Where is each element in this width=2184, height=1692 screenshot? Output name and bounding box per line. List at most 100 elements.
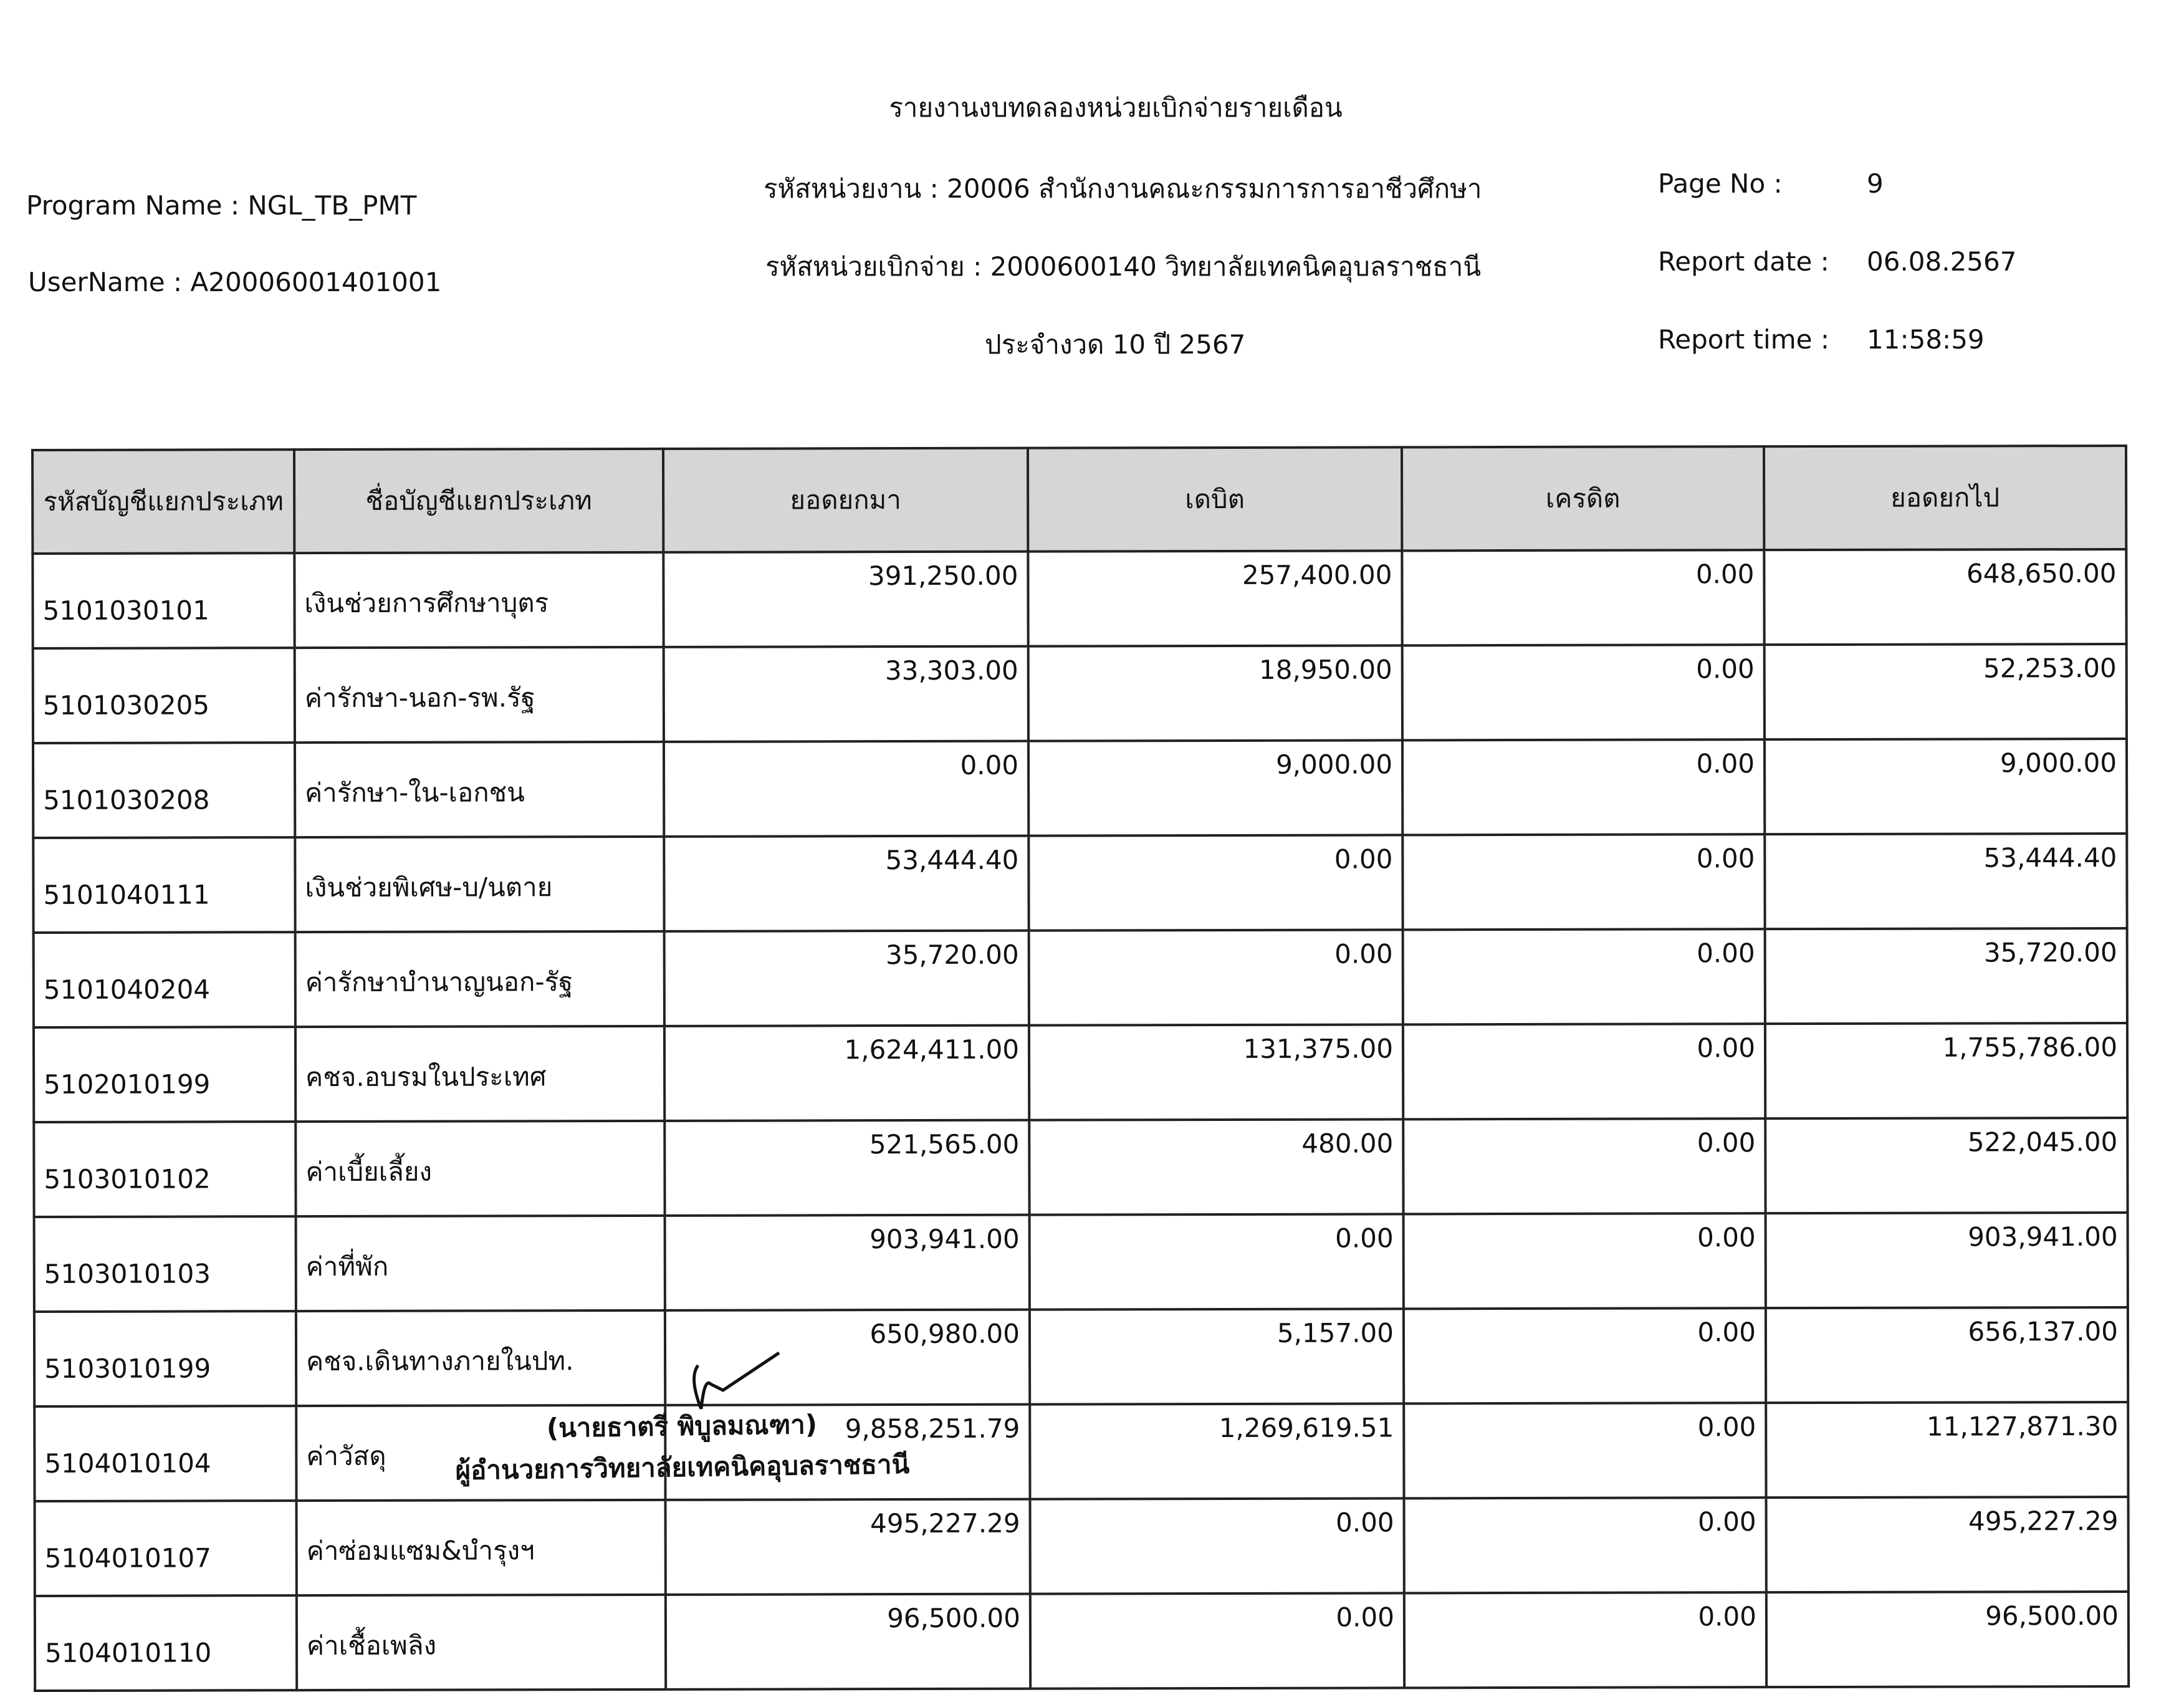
account-code-cell: 5103010103: [34, 1216, 296, 1312]
credit-cell: 0.00: [1403, 1118, 1766, 1214]
brought-forward-cell: 0.00: [663, 741, 1029, 837]
carried-forward-cell: 35,720.00: [1765, 928, 2127, 1024]
table-row: 5101030101 เงินช่วยการศึกษาบุตร 391,250.00…: [32, 549, 2127, 648]
brought-forward-cell: 53,444.40: [664, 835, 1029, 931]
account-code-cell: 5101030205: [32, 648, 295, 743]
brought-forward-cell: 1,624,411.00: [664, 1025, 1030, 1121]
signature-stamp: (นายธาตรี พิบูลมณฑา) ผู้อำนวยการวิทยาลัย…: [454, 1403, 910, 1491]
debit-cell: 0.00: [1028, 930, 1403, 1026]
debit-cell: 5,157.00: [1029, 1309, 1404, 1405]
account-name-cell: คชจ.เดินทางภายในปท.: [295, 1310, 666, 1406]
carried-forward-cell: 96,500.00: [1766, 1591, 2129, 1688]
credit-cell: 0.00: [1402, 645, 1765, 741]
table-row: 5104010107 ค่าซ่อมแซม&บำรุงฯ 495,227.29 0.0…: [34, 1496, 2129, 1596]
account-name-cell: คชจ.อบรมในประเทศ: [295, 1026, 665, 1122]
report-date: 06.08.2567: [1867, 246, 2017, 277]
report-time-label: Report time :: [1658, 324, 1829, 355]
carried-forward-cell: 53,444.40: [1765, 833, 2127, 930]
user-name: UserName : A20006001401001: [28, 267, 442, 297]
credit-cell: 0.00: [1404, 1403, 1766, 1499]
account-code-cell: 5101040111: [33, 837, 295, 933]
brought-forward-cell: 35,720.00: [664, 930, 1029, 1026]
header-account-name: ชื่อบัญชีแยกประเภท: [294, 448, 664, 554]
credit-cell: 0.00: [1403, 1213, 1766, 1309]
account-name-cell: ค่ารักษาบำนาญนอก-รัฐ: [295, 931, 664, 1027]
carried-forward-cell: 656,137.00: [1765, 1307, 2129, 1403]
account-name-cell: ค่ารักษา-นอก-รพ.รัฐ: [294, 647, 664, 743]
report-date-label: Report date :: [1658, 246, 1829, 277]
period: ประจำงวด 10 ปี 2567: [985, 329, 1246, 360]
carried-forward-cell: 648,650.00: [1764, 549, 2127, 645]
table-row: 5103010199 คชจ.เดินทางภายในปท. 650,980.00 5…: [34, 1307, 2129, 1406]
page-no-label: Page No :: [1658, 168, 1783, 199]
header-brought-forward: ยอดยกมา: [663, 448, 1028, 552]
carried-forward-cell: 11,127,871.30: [1766, 1401, 2129, 1498]
account-code-cell: 5101030208: [32, 743, 295, 838]
debit-cell: 0.00: [1028, 835, 1403, 931]
brought-forward-cell: 903,941.00: [664, 1214, 1030, 1310]
header-credit: เครดิต: [1401, 446, 1765, 551]
credit-cell: 0.00: [1402, 1024, 1766, 1120]
carried-forward-cell: 52,253.00: [1764, 643, 2127, 740]
credit-cell: 0.00: [1402, 929, 1765, 1025]
table-header: รหัสบัญชีแยกประเภท ชื่อบัญชีแยกประเภท ยอดย…: [32, 445, 2127, 554]
table-row: 5102010199 คชจ.อบรมในประเทศ 1,624,411.00 13…: [33, 1022, 2128, 1122]
table-row: 5101040111 เงินช่วยพิเศษ-บ/นตาย 53,444.40 0…: [33, 833, 2127, 933]
account-code-cell: 5104010104: [34, 1406, 297, 1501]
account-name-cell: ค่าซ่อมแซม&บำรุงฯ: [296, 1499, 666, 1596]
account-code-cell: 5103010102: [34, 1122, 296, 1217]
report-time: 11:58:59: [1867, 324, 1985, 355]
table-row: 5101030208 ค่ารักษา-ใน-เอกชน 0.00 9,000.00 0…: [32, 738, 2127, 838]
account-name-cell: เงินช่วยการศึกษาบุตร: [294, 552, 664, 648]
table-row: 5103010103 ค่าที่พัก 903,941.00 0.00 0.00 903…: [34, 1212, 2128, 1312]
brought-forward-cell: 391,250.00: [663, 551, 1028, 647]
brought-forward-cell: 495,227.29: [665, 1499, 1030, 1595]
signer-position: ผู้อำนวยการวิทยาลัยเทคนิคอุบลราชธานี: [455, 1448, 910, 1486]
account-code-cell: 5104010107: [34, 1501, 297, 1596]
credit-cell: 0.00: [1402, 550, 1765, 646]
account-code-cell: 5102010199: [33, 1027, 296, 1122]
report-title: รายงานงบทดลองหน่วยเบิกจ่ายรายเดือน: [889, 92, 1343, 123]
header-account-code: รหัสบัญชีแยกประเภท: [32, 449, 295, 554]
table-row: 5104010110 ค่าเชื้อเพลิง 96,500.00 0.00 0.00…: [34, 1591, 2129, 1691]
disbursing-unit: รหัสหน่วยเบิกจ่าย : 2000600140 วิทยาลัยเ…: [765, 251, 1482, 282]
program-name: Program Name : NGL_TB_PMT: [26, 190, 417, 221]
carried-forward-cell: 522,045.00: [1765, 1117, 2128, 1214]
debit-cell: 257,400.00: [1028, 550, 1402, 647]
header-carried-forward: ยอดยกไป: [1763, 445, 2127, 550]
credit-cell: 0.00: [1404, 1497, 1766, 1593]
table-row: 5103010102 ค่าเบี้ยเลี้ยง 521,565.00 480.00…: [34, 1117, 2128, 1217]
debit-cell: 18,950.00: [1028, 645, 1402, 741]
account-code-cell: 5103010199: [34, 1311, 297, 1406]
header-debit: เดบิต: [1028, 447, 1402, 552]
credit-cell: 0.00: [1403, 1308, 1766, 1404]
debit-cell: 9,000.00: [1028, 740, 1403, 836]
brought-forward-cell: 96,500.00: [665, 1593, 1031, 1690]
debit-cell: 0.00: [1030, 1498, 1404, 1594]
debit-cell: 1,269,619.51: [1030, 1403, 1404, 1499]
account-name-cell: ค่าเบี้ยเลี้ยง: [295, 1120, 665, 1217]
carried-forward-cell: 1,755,786.00: [1765, 1022, 2128, 1119]
brought-forward-cell: 33,303.00: [663, 646, 1028, 742]
agency: รหัสหน่วยงาน : 20006 สำนักงานคณะกรรมการก…: [764, 173, 1482, 204]
debit-cell: 0.00: [1030, 1593, 1405, 1689]
carried-forward-cell: 9,000.00: [1764, 738, 2127, 835]
account-name-cell: ค่าที่พัก: [295, 1215, 665, 1312]
account-code-cell: 5101030101: [32, 553, 295, 648]
account-name-cell: เงินช่วยพิเศษ-บ/นตาย: [295, 836, 664, 933]
signature: [692, 1351, 780, 1410]
carried-forward-cell: 903,941.00: [1765, 1212, 2128, 1309]
debit-cell: 480.00: [1029, 1119, 1404, 1215]
credit-cell: 0.00: [1404, 1592, 1767, 1688]
debit-cell: 131,375.00: [1028, 1024, 1404, 1120]
credit-cell: 0.00: [1402, 834, 1765, 930]
table-row: 5101030205 ค่ารักษา-นอก-รพ.รัฐ 33,303.00 18…: [32, 643, 2127, 743]
table-row: 5101040204 ค่ารักษาบำนาญนอก-รัฐ 35,720.00 0…: [33, 928, 2127, 1027]
page-no: 9: [1867, 168, 1884, 199]
account-code-cell: 5104010110: [34, 1595, 297, 1691]
account-code-cell: 5101040204: [33, 932, 295, 1027]
signer-name: (นายธาตรี พิบูลมณฑา): [546, 1408, 818, 1444]
credit-cell: 0.00: [1402, 739, 1765, 835]
account-name-cell: ค่ารักษา-ใน-เอกชน: [294, 741, 664, 838]
carried-forward-cell: 495,227.29: [1766, 1496, 2129, 1593]
